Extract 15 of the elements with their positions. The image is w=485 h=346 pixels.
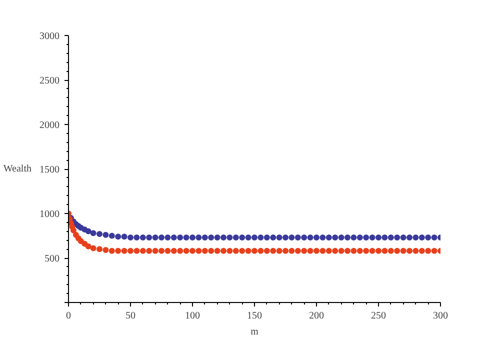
y-tick-label: 3000 — [40, 31, 60, 42]
y-tick-label: 2000 — [40, 120, 60, 131]
x-axis-title: m — [250, 326, 259, 338]
y-tick-label: 500 — [44, 254, 60, 264]
x-tick-label: 0 — [66, 310, 71, 322]
y-axis-title: Wealth — [3, 164, 32, 174]
y-tick-label: 2500 — [40, 76, 60, 86]
x-tick-label: 200 — [309, 310, 324, 322]
x-tick-label: 100 — [185, 310, 200, 322]
y-tick-label: 1500 — [40, 164, 60, 176]
x-tick-label: 250 — [371, 310, 386, 322]
x-tick-label: 300 — [433, 310, 448, 322]
y-tick-label: 1000 — [40, 209, 60, 220]
x-tick-label: 150 — [247, 310, 262, 322]
x-tick-label: 50 — [126, 310, 136, 322]
